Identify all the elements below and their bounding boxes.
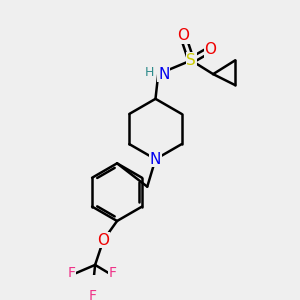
Text: F: F [109, 266, 117, 280]
Text: S: S [186, 53, 196, 68]
Text: F: F [88, 290, 96, 300]
Text: F: F [68, 266, 76, 280]
Text: O: O [177, 28, 189, 43]
Text: N: N [150, 152, 161, 167]
Text: O: O [97, 233, 109, 248]
Text: H: H [145, 66, 154, 79]
Text: O: O [204, 42, 216, 57]
Text: N: N [158, 67, 169, 82]
